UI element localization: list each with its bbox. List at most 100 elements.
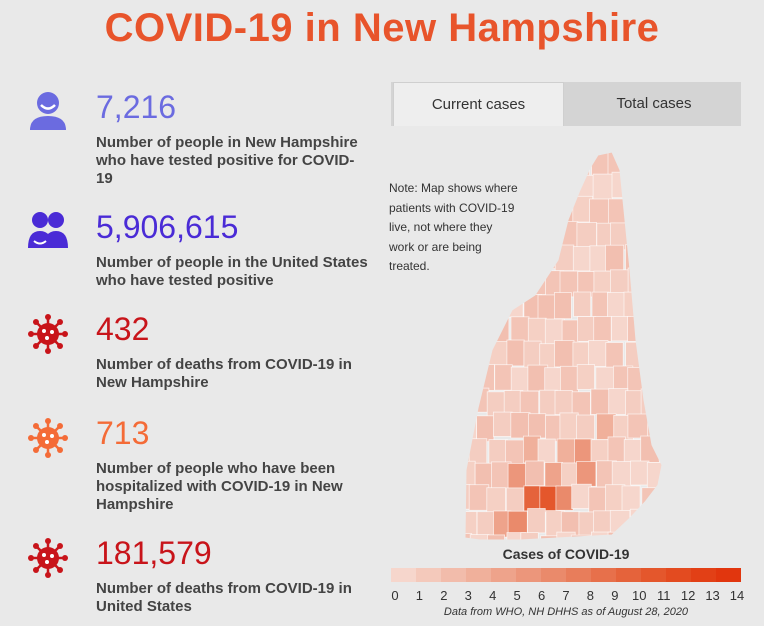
town-cell[interactable] [540,197,560,225]
town-cell[interactable] [488,197,507,224]
town-cell[interactable] [492,174,513,200]
town-cell[interactable] [658,435,675,462]
town-cell[interactable] [494,364,513,391]
town-cell[interactable] [559,221,579,249]
town-cell[interactable] [469,151,490,176]
town-cell[interactable] [627,172,647,200]
town-cell[interactable] [455,245,475,273]
town-cell[interactable] [576,174,595,200]
town-cell[interactable] [488,341,509,369]
town-cell[interactable] [520,532,539,545]
town-cell[interactable] [505,487,525,515]
town-cell[interactable] [475,316,494,345]
town-cell[interactable] [454,533,473,546]
tab-current-cases[interactable]: Current cases [393,82,564,126]
town-cell[interactable] [642,150,662,176]
town-cell[interactable] [656,341,674,368]
town-cell[interactable] [455,340,475,368]
town-cell[interactable] [591,291,610,318]
town-cell[interactable] [454,150,475,175]
town-cell[interactable] [571,483,592,510]
town-cell[interactable] [639,535,660,545]
town-cell[interactable] [657,195,675,222]
town-cell[interactable] [521,152,540,178]
town-cell[interactable] [625,341,645,369]
town-cell[interactable] [440,485,455,512]
town-cell[interactable] [658,150,675,175]
town-cell[interactable] [589,198,610,225]
town-cell[interactable] [525,221,544,248]
town-cell[interactable] [440,436,456,461]
town-cell[interactable] [592,173,614,202]
town-cell[interactable] [627,315,647,342]
town-cell[interactable] [521,199,542,226]
town-cell[interactable] [491,221,511,247]
town-cell[interactable] [658,487,675,514]
town-cell[interactable] [489,245,510,272]
town-cell[interactable] [460,267,478,293]
town-cell[interactable] [440,246,455,271]
town-cell[interactable] [554,244,575,272]
town-cell[interactable] [640,435,660,463]
town-cell[interactable] [507,510,528,536]
town-cell[interactable] [643,269,662,297]
town-cell[interactable] [456,387,476,416]
town-cell[interactable] [629,508,651,536]
town-cell[interactable] [646,222,665,250]
town-cell[interactable] [506,245,525,271]
town-cell[interactable] [454,295,474,323]
town-cell[interactable] [643,317,664,346]
town-cell[interactable] [458,367,476,395]
town-cell[interactable] [641,246,662,275]
town-cell[interactable] [627,220,647,249]
town-cell[interactable] [588,340,609,367]
town-cell[interactable] [459,222,477,249]
town-cell[interactable] [576,414,596,440]
town-cell[interactable] [544,462,564,490]
town-cell[interactable] [577,316,597,342]
town-cell[interactable] [554,150,574,176]
town-cell[interactable] [458,318,477,346]
town-cell[interactable] [572,246,593,272]
town-cell[interactable] [476,415,495,443]
town-cell[interactable] [503,150,524,176]
town-cell[interactable] [661,508,675,535]
town-cell[interactable] [609,269,631,295]
town-cell[interactable] [440,460,460,485]
town-cell[interactable] [640,388,659,416]
town-cell[interactable] [606,292,626,319]
town-cell[interactable] [655,292,674,319]
town-cell[interactable] [621,150,641,175]
town-cell[interactable] [440,342,453,366]
town-cell[interactable] [469,387,490,413]
town-cell[interactable] [452,484,471,510]
town-cell[interactable] [488,292,508,319]
town-cell[interactable] [554,390,573,416]
town-cell[interactable] [644,509,663,538]
town-cell[interactable] [660,173,675,199]
town-cell[interactable] [507,172,528,200]
town-cell[interactable] [661,460,675,486]
town-cell[interactable] [625,198,644,225]
town-cell[interactable] [644,171,664,197]
town-cell[interactable] [556,531,576,545]
town-cell[interactable] [494,268,514,294]
town-cell[interactable] [605,342,624,368]
town-cell[interactable] [486,487,506,515]
town-cell[interactable] [477,221,496,248]
town-cell[interactable] [444,412,462,438]
town-cell[interactable] [461,175,481,203]
town-cell[interactable] [571,150,590,177]
town-cell[interactable] [576,461,597,487]
town-cell[interactable] [639,197,659,223]
town-cell[interactable] [475,171,495,198]
town-cell[interactable] [664,224,675,249]
town-cell[interactable] [537,438,556,464]
town-cell[interactable] [458,413,478,440]
town-cell[interactable] [588,486,609,514]
town-cell[interactable] [639,340,658,366]
town-cell[interactable] [441,272,460,296]
town-cell[interactable] [560,365,579,394]
town-cell[interactable] [576,364,595,390]
town-cell[interactable] [589,245,608,273]
